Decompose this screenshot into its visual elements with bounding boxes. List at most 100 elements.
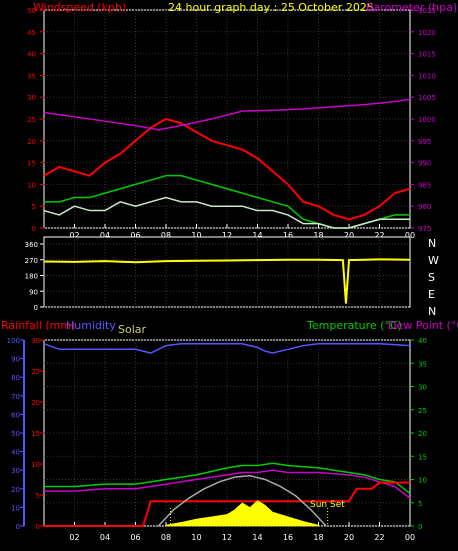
x-tick-label: 00 xyxy=(405,533,415,542)
y-tick-label: 15 xyxy=(31,430,40,438)
y-tick-label: 40 xyxy=(27,51,36,59)
x-tick-label: 00 xyxy=(405,231,415,240)
wind-direction-line xyxy=(43,258,411,304)
y-tick-label: 50 xyxy=(11,430,20,438)
dewpoint-axis-label: Dew Point (°C) xyxy=(388,319,458,332)
y-tick-label: 20 xyxy=(418,430,427,438)
x-tick-label: 22 xyxy=(374,231,384,240)
x-tick-label: 12 xyxy=(222,533,232,542)
y-tick-label: 50 xyxy=(27,7,36,15)
wind-gust-line xyxy=(43,117,411,221)
y-tick-label: 0 xyxy=(34,304,38,312)
x-tick-label: 10 xyxy=(191,533,201,542)
y-tick-label: 30 xyxy=(418,384,427,392)
y-tick-label: 30 xyxy=(11,467,20,475)
y-tick-label: 0 xyxy=(36,523,40,531)
x-tick-label: 18 xyxy=(313,231,323,240)
rain-series xyxy=(43,342,411,527)
x-tick-label: 22 xyxy=(374,533,384,542)
y-tick-label: 0 xyxy=(32,225,36,233)
direction-left-ticks: 0 90 180 270 360 xyxy=(25,241,44,312)
y-tick-label: 25 xyxy=(27,116,36,124)
y-tick-label: 995 xyxy=(418,138,431,146)
sunset-label: Sun Set xyxy=(310,500,345,510)
barometer-line xyxy=(43,98,411,131)
humidity-ticks: 0 10 20 30 40 50 60 70 80 90 100 xyxy=(7,337,25,531)
temperature-ticks: 0 5 10 15 20 25 30 35 40 xyxy=(410,337,427,531)
compass-label: W xyxy=(428,254,439,267)
x-tick-label: 04 xyxy=(100,231,110,240)
y-tick-label: 100 xyxy=(7,337,20,345)
y-tick-label: 1010 xyxy=(418,72,436,80)
solar-max-line xyxy=(157,475,327,527)
y-tick-label: 5 xyxy=(32,203,36,211)
y-tick-label: 35 xyxy=(27,72,36,80)
y-tick-label: 10 xyxy=(418,477,427,485)
x-tick-label: 02 xyxy=(69,231,79,240)
x-tick-label: 02 xyxy=(69,533,79,542)
y-tick-label: 15 xyxy=(418,453,427,461)
compass-label: E xyxy=(428,288,435,301)
y-tick-label: 10 xyxy=(27,181,36,189)
y-tick-label: 60 xyxy=(11,411,20,419)
y-tick-label: 15 xyxy=(27,160,36,168)
y-tick-label: 990 xyxy=(418,160,431,168)
y-tick-label: 10 xyxy=(31,461,40,469)
wind-x-ticks: 02 04 06 08 10 12 14 16 18 20 22 00 xyxy=(69,224,415,240)
x-tick-label: 04 xyxy=(100,533,110,542)
solar-axis-label: Solar xyxy=(118,323,147,336)
barometer-axis-label: Barometer (hpa) xyxy=(366,1,457,14)
x-tick-label: 06 xyxy=(130,231,140,240)
rain-temp-panel: 0 10 20 30 40 50 60 70 80 90 100 0 5 10 15 20 25 30 0 5 10… xyxy=(1,319,458,542)
chart-title: 24 hour graph day : 25 October 2025 xyxy=(168,1,374,14)
y-tick-label: 1025 xyxy=(418,7,436,15)
y-tick-label: 0 xyxy=(16,523,20,531)
y-tick-label: 980 xyxy=(418,203,431,211)
y-tick-label: 985 xyxy=(418,181,431,189)
y-tick-label: 90 xyxy=(29,288,38,296)
y-tick-label: 180 xyxy=(25,273,38,281)
y-tick-label: 1020 xyxy=(418,29,436,37)
y-tick-label: 20 xyxy=(27,138,36,146)
y-tick-label: 90 xyxy=(11,356,20,364)
x-tick-label: 14 xyxy=(252,231,262,240)
temperature-axis-label: Temperature (°C) xyxy=(306,319,402,332)
wind-left-ticks: 0 5 10 15 20 25 30 35 40 45 50 xyxy=(27,7,44,233)
y-tick-label: 360 xyxy=(25,241,38,249)
y-tick-label: 35 xyxy=(418,360,427,368)
y-tick-label: 1005 xyxy=(418,94,436,102)
humidity-line xyxy=(43,342,411,354)
y-tick-label: 5 xyxy=(36,492,40,500)
x-tick-label: 16 xyxy=(283,231,293,240)
y-tick-label: 80 xyxy=(11,374,20,382)
y-tick-label: 40 xyxy=(11,449,20,457)
solar-area xyxy=(165,500,319,527)
y-tick-label: 0 xyxy=(418,523,422,531)
y-tick-label: 270 xyxy=(25,257,38,265)
x-tick-label: 06 xyxy=(130,533,140,542)
wind-series xyxy=(43,98,411,229)
rainfall-line xyxy=(44,481,410,527)
x-tick-label: 12 xyxy=(222,231,232,240)
y-tick-label: 5 xyxy=(418,500,422,508)
rain-ticks: 0 5 10 15 20 25 30 xyxy=(31,337,44,531)
wind-speed-line xyxy=(43,196,410,229)
y-tick-label: 1015 xyxy=(418,51,436,59)
dewpoint-line xyxy=(44,469,411,499)
y-tick-label: 25 xyxy=(31,368,40,376)
x-tick-label: 14 xyxy=(252,533,262,542)
y-tick-label: 30 xyxy=(31,337,40,345)
y-tick-label: 10 xyxy=(11,504,20,512)
y-tick-label: 20 xyxy=(11,486,20,494)
y-tick-label: 70 xyxy=(11,393,20,401)
y-tick-label: 30 xyxy=(27,94,36,102)
x-tick-label: 08 xyxy=(161,533,171,542)
x-tick-label: 16 xyxy=(283,533,293,542)
humidity-axis-label: Humidity xyxy=(66,319,116,332)
temperature-line xyxy=(44,462,411,495)
x-tick-label: 10 xyxy=(191,231,201,240)
y-tick-label: 20 xyxy=(31,399,40,407)
